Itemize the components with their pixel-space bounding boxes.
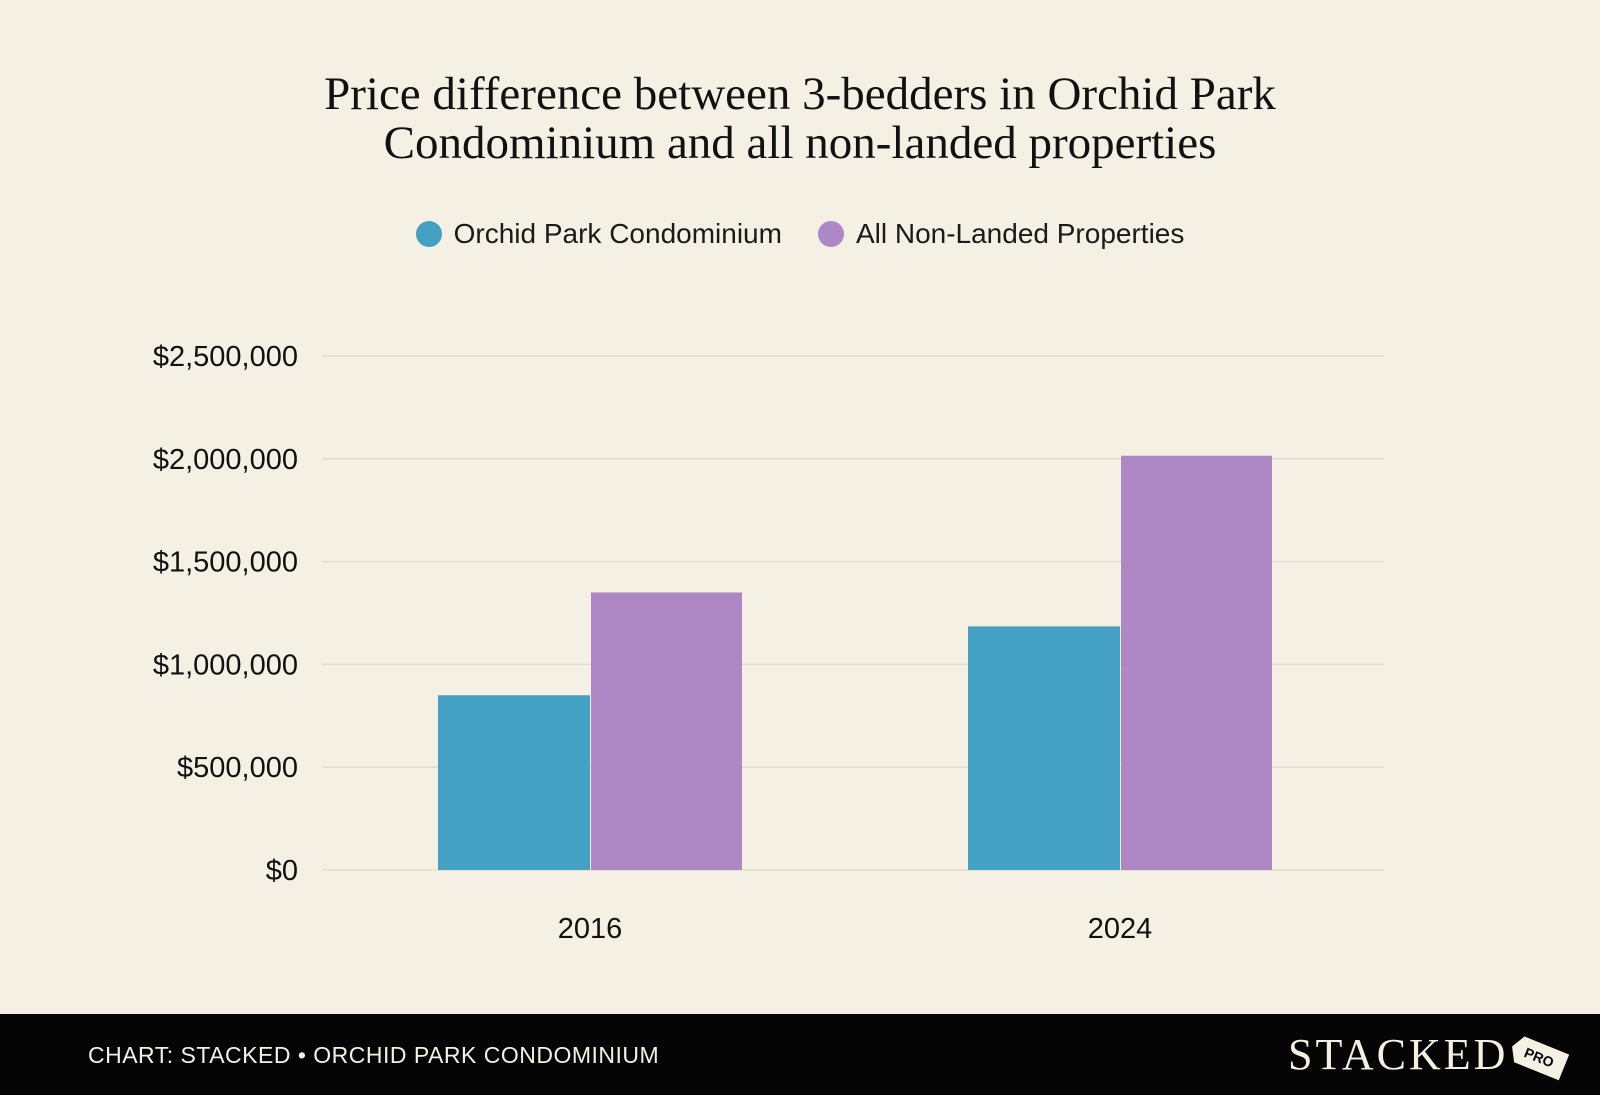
y-tick-label: $0: [266, 855, 298, 887]
y-tick-label: $1,500,000: [153, 547, 298, 579]
bar: [1121, 455, 1272, 870]
logo-pro-badge: PRO: [1507, 1033, 1570, 1080]
y-tick-label: $2,000,000: [153, 444, 298, 476]
bar-chart: $0 $500,000 $1,000,000 $1,500,000 $2,000,000…: [153, 341, 1384, 945]
y-tick-label: $500,000: [177, 752, 298, 784]
bar: [438, 695, 590, 870]
legend-label-orchid-park: Orchid Park Condominium: [453, 218, 782, 249]
chart-title-line-1: Price difference between 3-bedders in Or…: [324, 68, 1276, 120]
chart-title: Price difference between 3-bedders in Or…: [0, 70, 1600, 168]
stacked-pro-logo: STACKED PRO: [1288, 1028, 1567, 1080]
chart-legend: Orchid Park Condominium All Non-Landed P…: [0, 218, 1600, 250]
x-tick-label: 2016: [558, 913, 623, 945]
legend-item-all-non-landed: All Non-Landed Properties: [817, 218, 1185, 250]
legend-label-all-non-landed: All Non-Landed Properties: [855, 218, 1185, 249]
logo-wordmark: STACKED: [1288, 1029, 1509, 1079]
legend-swatch-all-non-landed: [817, 221, 844, 247]
footer-credit: CHART: STACKED • ORCHID PARK CONDOMINIUM: [88, 1042, 660, 1068]
legend-item-orchid-park: Orchid Park Condominium: [415, 218, 782, 250]
y-tick-label: $1,000,000: [153, 649, 298, 681]
footer-bar: CHART: STACKED • ORCHID PARK CONDOMINIUM…: [0, 1014, 1600, 1095]
bar: [968, 626, 1120, 870]
bar: [591, 592, 742, 870]
legend-swatch-orchid-park: [415, 221, 442, 247]
y-tick-label: $2,500,000: [153, 341, 298, 373]
x-tick-label: 2024: [1088, 913, 1153, 945]
chart-title-line-2: Condominium and all non-landed propertie…: [383, 117, 1217, 169]
